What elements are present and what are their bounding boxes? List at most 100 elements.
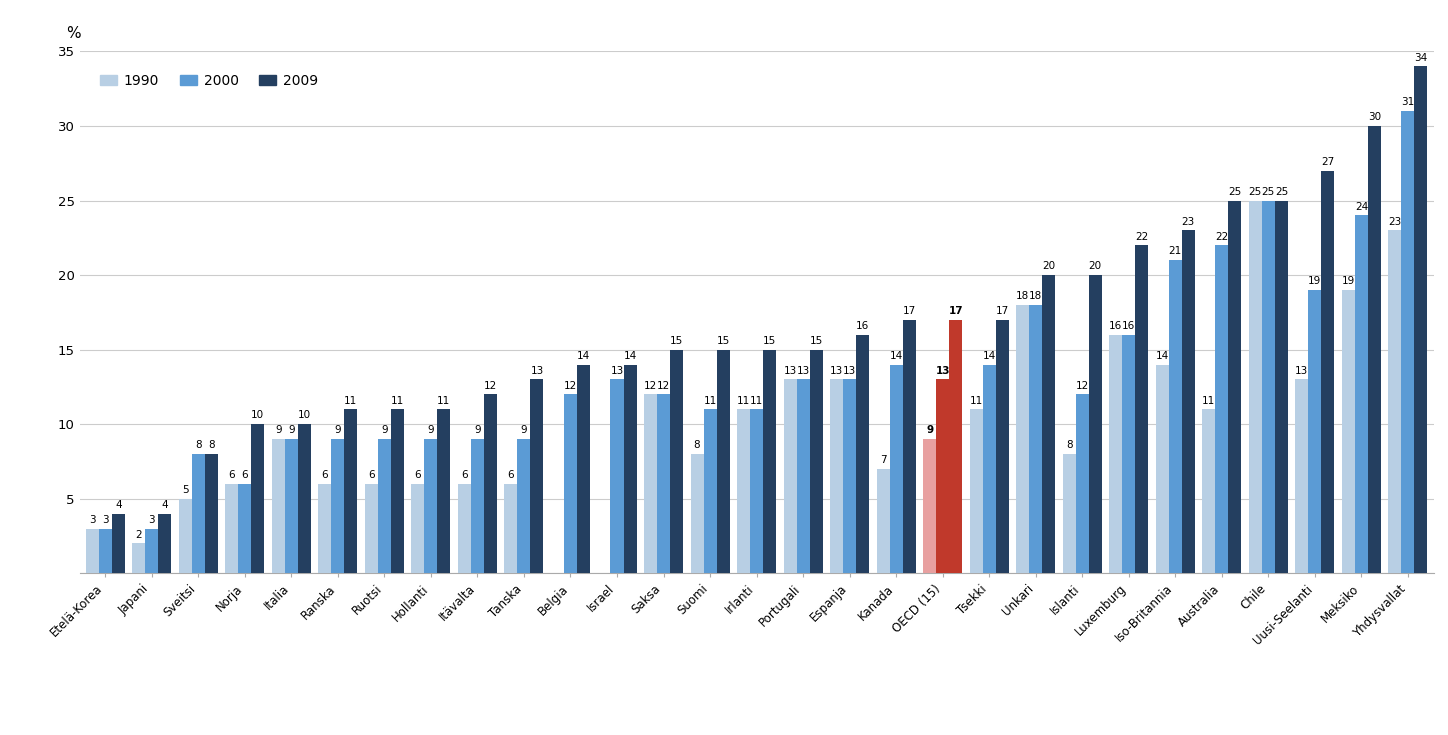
Bar (204, 454, 217, 573)
Bar (1389, 230, 1402, 573)
Text: 9: 9 (473, 426, 481, 435)
Bar (1076, 395, 1089, 573)
Text: 6: 6 (460, 470, 468, 480)
Text: 22: 22 (1135, 232, 1148, 242)
Bar (1089, 275, 1102, 573)
Text: 10: 10 (252, 410, 265, 420)
Bar (272, 439, 285, 573)
Text: 22: 22 (1215, 232, 1228, 242)
Text: 34: 34 (1415, 53, 1428, 62)
Text: 25: 25 (1228, 187, 1241, 197)
Bar (1309, 290, 1322, 573)
Text: 9: 9 (275, 426, 281, 435)
Text: 23: 23 (1389, 217, 1402, 226)
Bar (504, 484, 517, 573)
Bar (484, 395, 497, 573)
Text: 23: 23 (1182, 217, 1195, 226)
Text: 9: 9 (521, 426, 527, 435)
Text: 14: 14 (576, 351, 591, 361)
Bar (298, 424, 311, 573)
Bar (319, 484, 332, 573)
Text: 13: 13 (611, 366, 624, 376)
Text: 15: 15 (809, 336, 822, 346)
Text: 16: 16 (1122, 321, 1135, 331)
Bar (424, 439, 437, 573)
Bar (1043, 275, 1056, 573)
Text: 11: 11 (391, 395, 404, 406)
Bar (285, 439, 298, 573)
Text: 17: 17 (902, 306, 915, 316)
Text: 13: 13 (843, 366, 856, 376)
Bar (1156, 365, 1169, 573)
Bar (1274, 201, 1287, 573)
Bar (1296, 379, 1309, 573)
Text: 31: 31 (1402, 97, 1415, 107)
Text: 8: 8 (195, 440, 201, 451)
Text: 10: 10 (298, 410, 311, 420)
Bar (111, 514, 125, 573)
Bar (783, 379, 796, 573)
Text: 11: 11 (437, 395, 450, 406)
Bar (1248, 201, 1261, 573)
Text: 9: 9 (427, 426, 434, 435)
Text: 9: 9 (381, 426, 388, 435)
Text: 17: 17 (948, 306, 963, 316)
Bar (902, 320, 915, 573)
Bar (876, 469, 889, 573)
Text: 9: 9 (334, 426, 342, 435)
Text: 6: 6 (229, 470, 235, 480)
Bar (843, 379, 856, 573)
Text: 25: 25 (1261, 187, 1276, 197)
Bar (517, 439, 530, 573)
Bar (576, 365, 589, 573)
Bar (145, 528, 158, 573)
Bar (365, 484, 378, 573)
Bar (983, 365, 996, 573)
Text: 16: 16 (856, 321, 869, 331)
Text: 9: 9 (288, 426, 294, 435)
Text: 20: 20 (1089, 262, 1102, 271)
Text: 4: 4 (114, 500, 122, 510)
Bar (830, 379, 843, 573)
Bar (717, 350, 730, 573)
Bar (239, 484, 252, 573)
Text: 12: 12 (563, 381, 578, 391)
Text: 11: 11 (345, 395, 358, 406)
Text: 19: 19 (1342, 276, 1355, 286)
Bar (1169, 260, 1182, 573)
Text: 11: 11 (970, 395, 983, 406)
Bar (1202, 409, 1215, 573)
Bar (1122, 334, 1135, 573)
Text: 13: 13 (830, 366, 843, 376)
Text: 13: 13 (1295, 366, 1309, 376)
Text: 12: 12 (644, 381, 657, 391)
Bar (437, 409, 450, 573)
Bar (178, 499, 191, 573)
Bar (1261, 201, 1274, 573)
Bar (563, 395, 576, 573)
Bar (750, 409, 763, 573)
Bar (809, 350, 822, 573)
Text: 25: 25 (1274, 187, 1289, 197)
Text: 3: 3 (149, 514, 155, 525)
Bar (657, 395, 670, 573)
Bar (411, 484, 424, 573)
Bar (737, 409, 750, 573)
Bar (471, 439, 484, 573)
Bar (1322, 171, 1335, 573)
Text: 12: 12 (484, 381, 497, 391)
Text: 15: 15 (763, 336, 776, 346)
Text: 27: 27 (1321, 157, 1335, 167)
Text: 14: 14 (624, 351, 637, 361)
Text: 12: 12 (657, 381, 670, 391)
Bar (158, 514, 171, 573)
Bar (691, 454, 704, 573)
Bar (970, 409, 983, 573)
Text: 9: 9 (927, 426, 933, 435)
Bar (458, 484, 471, 573)
Bar (1415, 66, 1428, 573)
Text: 18: 18 (1030, 291, 1043, 301)
Bar (763, 350, 776, 573)
Text: 6: 6 (508, 470, 514, 480)
Text: 14: 14 (889, 351, 902, 361)
